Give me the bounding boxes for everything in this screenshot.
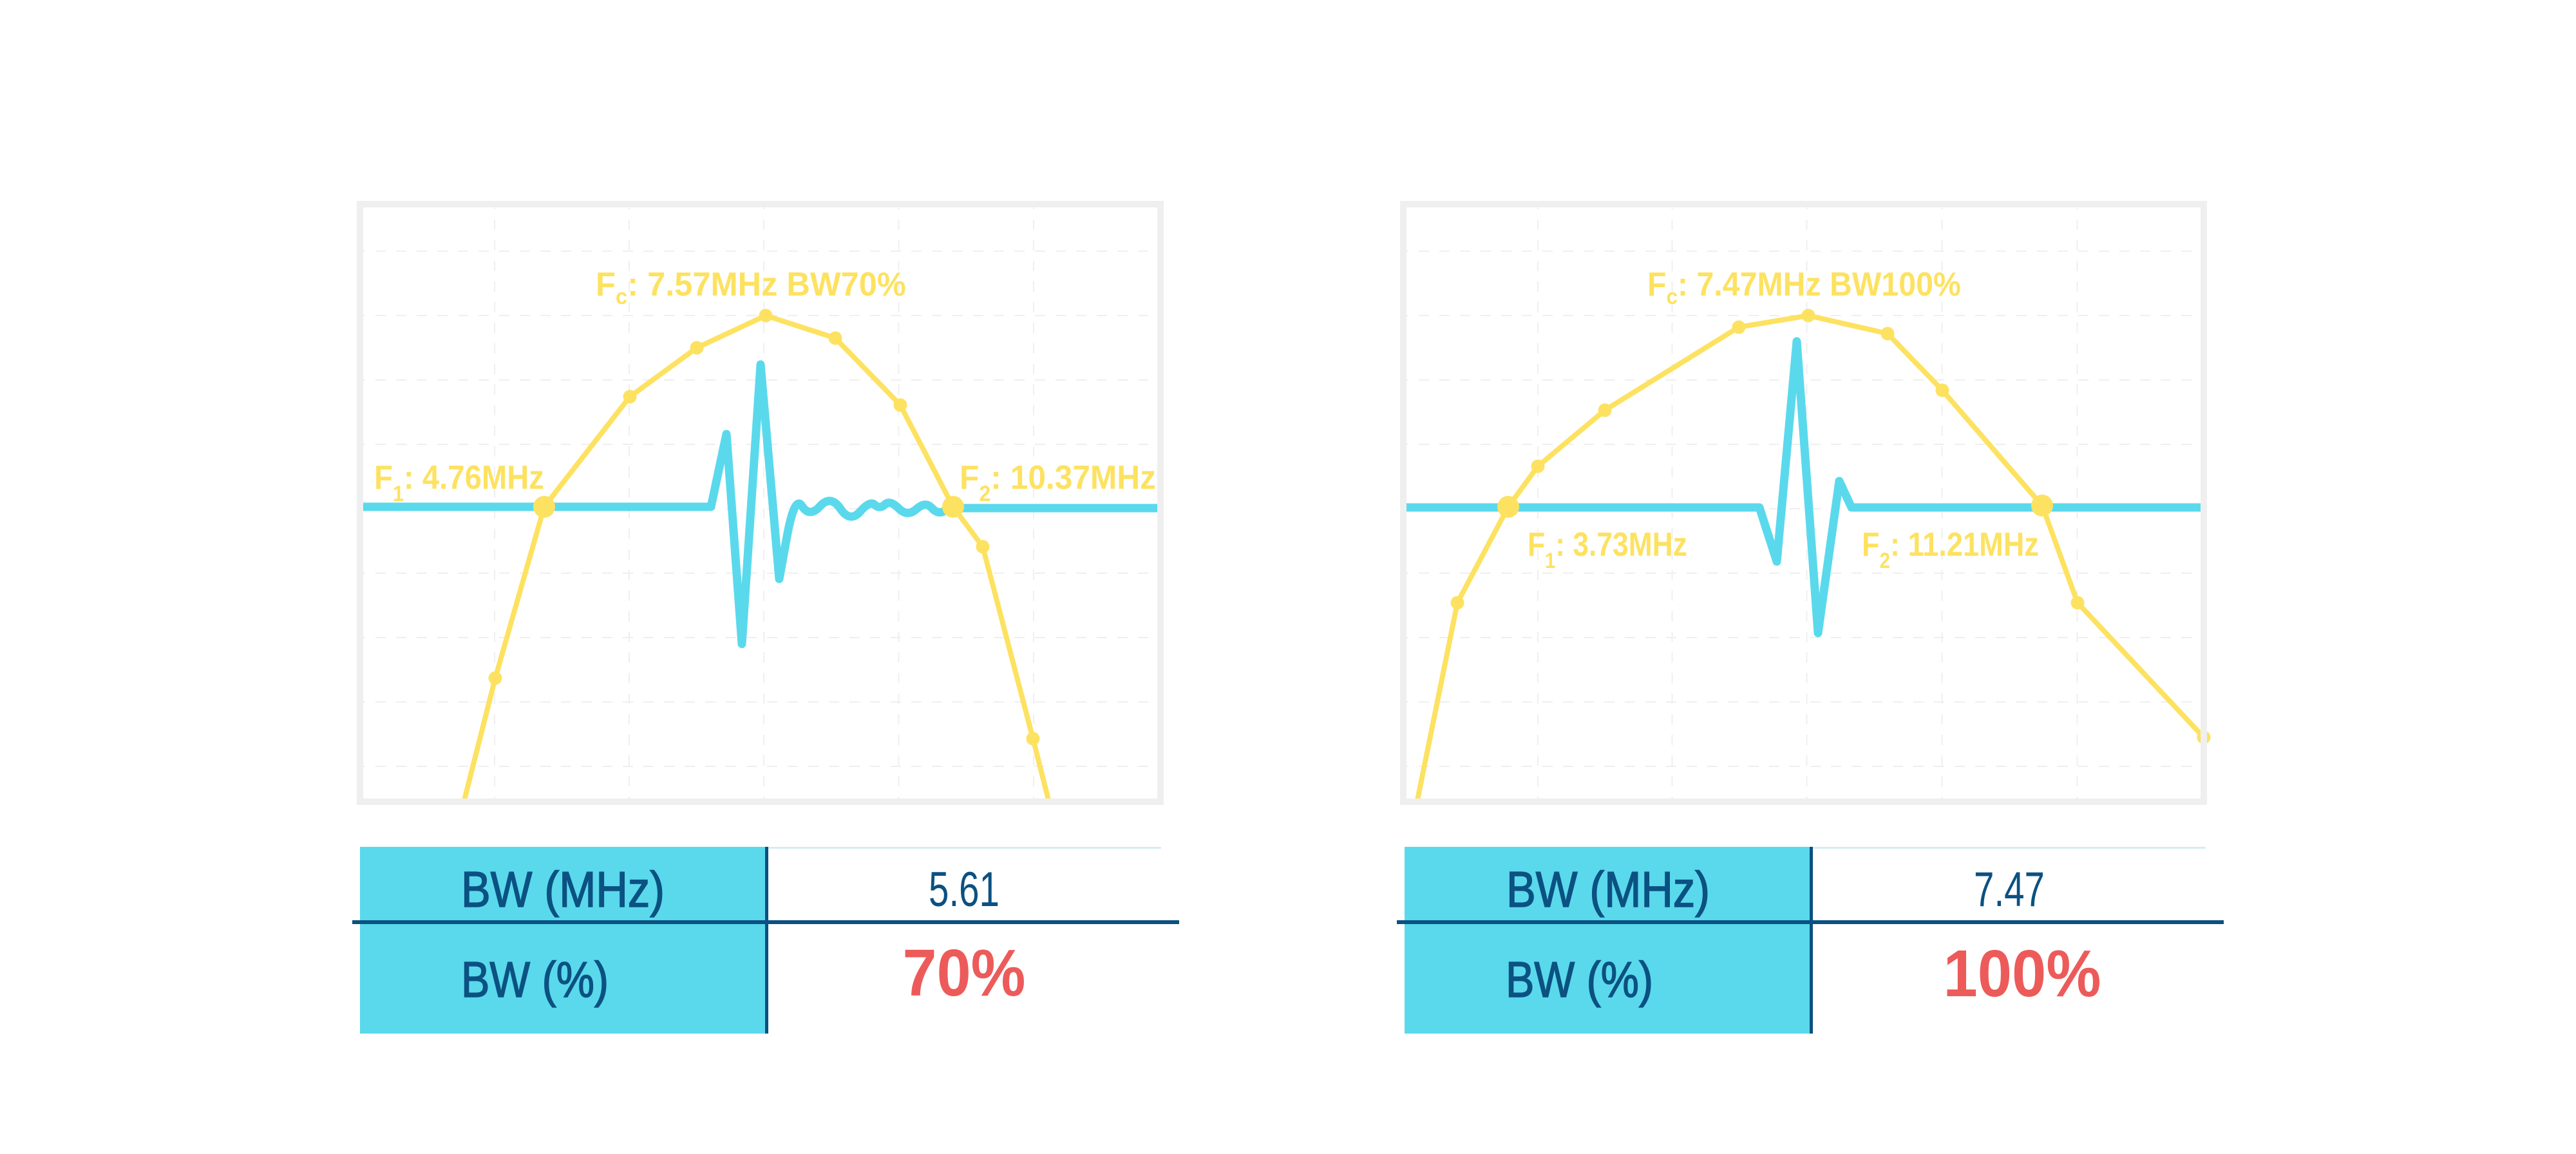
svg-text:Fc: 7.47MHz BW100%: Fc: 7.47MHz BW100% — [1647, 265, 1961, 308]
svg-text:BW (MHz): BW (MHz) — [1506, 862, 1710, 918]
svg-text:7.47: 7.47 — [1974, 862, 2045, 917]
svg-text:BW (%): BW (%) — [1506, 952, 1653, 1008]
svg-text:BW (MHz): BW (MHz) — [461, 862, 665, 918]
svg-text:70%: 70% — [903, 936, 1026, 1010]
svg-text:100%: 100% — [1944, 937, 2101, 1011]
svg-text:5.61: 5.61 — [929, 862, 999, 917]
svg-text:Fc: 7.57MHz BW70%: Fc: 7.57MHz BW70% — [596, 265, 906, 309]
svg-text:BW (%): BW (%) — [461, 952, 609, 1008]
